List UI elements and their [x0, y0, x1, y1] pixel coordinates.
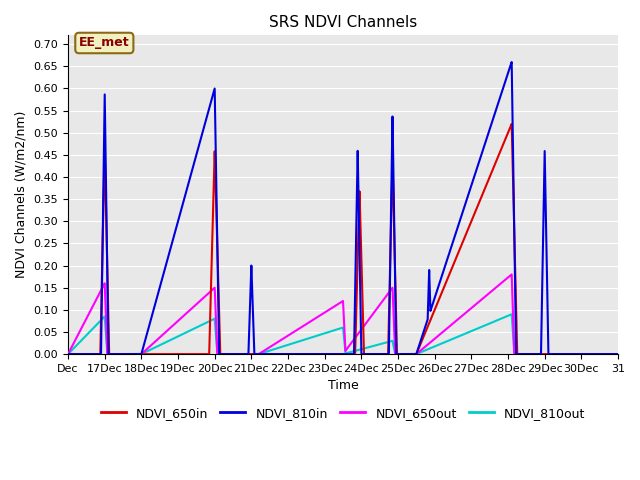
NDVI_810out	[64, 351, 72, 357]
NDVI_810out	[87, 328, 95, 334]
NDVI_650in	[172, 351, 180, 357]
NDVI_650out	[333, 302, 340, 308]
NDVI_650out	[614, 351, 622, 357]
NDVI_650in	[64, 351, 72, 357]
NDVI_810out	[67, 348, 74, 354]
NDVI_650in	[67, 351, 74, 357]
NDVI_650in	[585, 351, 593, 357]
NDVI_810out	[508, 312, 515, 317]
Legend: NDVI_650in, NDVI_810in, NDVI_650out, NDVI_810out: NDVI_650in, NDVI_810in, NDVI_650out, NDV…	[95, 402, 591, 425]
Line: NDVI_650out: NDVI_650out	[68, 275, 618, 354]
NDVI_810out	[585, 351, 593, 357]
NDVI_650in	[508, 121, 515, 127]
NDVI_650out	[87, 307, 95, 313]
NDVI_650in	[97, 322, 105, 327]
NDVI_810in	[585, 351, 593, 357]
NDVI_650out	[64, 351, 72, 357]
NDVI_650in	[87, 351, 95, 357]
NDVI_810in	[97, 351, 105, 357]
NDVI_810in	[614, 351, 622, 357]
NDVI_810out	[97, 317, 105, 323]
NDVI_650out	[67, 347, 74, 352]
NDVI_810in	[64, 351, 72, 357]
NDVI_650out	[508, 272, 515, 277]
NDVI_810out	[614, 351, 622, 357]
NDVI_650out	[97, 288, 105, 293]
X-axis label: Time: Time	[328, 379, 358, 392]
NDVI_810in	[172, 227, 180, 232]
Line: NDVI_810in: NDVI_810in	[68, 62, 618, 354]
NDVI_810in	[508, 59, 515, 65]
NDVI_650out	[172, 320, 180, 326]
NDVI_650out	[585, 351, 593, 357]
NDVI_810in	[87, 351, 95, 357]
NDVI_650in	[614, 351, 622, 357]
Title: SRS NDVI Channels: SRS NDVI Channels	[269, 15, 417, 30]
Line: NDVI_810out: NDVI_810out	[68, 314, 618, 354]
Text: EE_met: EE_met	[79, 36, 130, 49]
NDVI_810out	[172, 335, 180, 340]
Line: NDVI_650in: NDVI_650in	[68, 124, 618, 354]
NDVI_650in	[333, 351, 340, 357]
NDVI_810in	[67, 351, 74, 357]
NDVI_810in	[333, 351, 340, 357]
Y-axis label: NDVI Channels (W/m2/nm): NDVI Channels (W/m2/nm)	[15, 111, 28, 278]
NDVI_810out	[333, 326, 340, 332]
